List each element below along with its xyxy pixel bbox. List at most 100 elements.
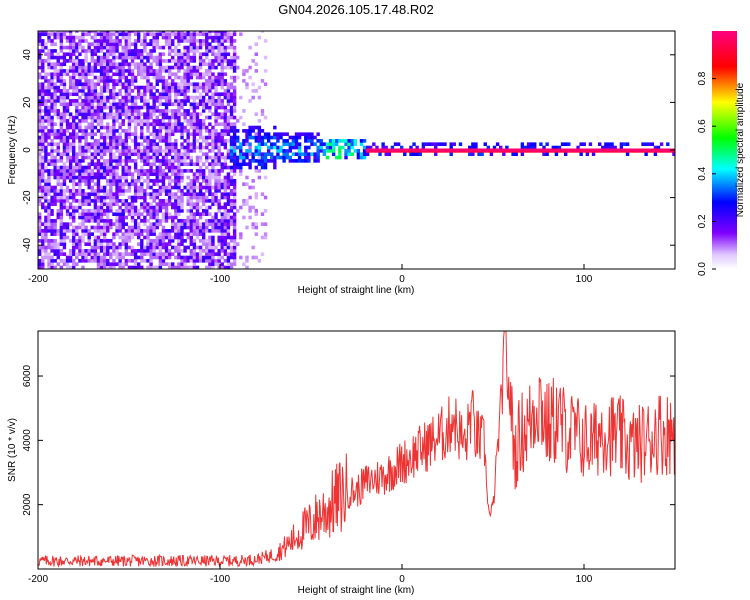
spectrogram-cell	[177, 112, 181, 117]
spectrogram-cell	[93, 175, 98, 180]
spectrogram-cell	[93, 92, 98, 97]
spectrogram-cell	[211, 92, 215, 97]
spectrogram-cell	[195, 139, 200, 143]
spectrogram-cell	[59, 92, 64, 97]
spectrogram-cell	[152, 149, 156, 153]
spectrogram-cell	[137, 185, 141, 190]
spectrogram-cell	[186, 259, 190, 263]
spectrogram-cell	[220, 185, 224, 190]
spectrogram-cell	[41, 99, 45, 103]
spectrogram-cell	[161, 69, 166, 73]
spectrogram-cell	[152, 159, 156, 163]
spectrogram-cell	[167, 82, 172, 87]
spectrogram-cell	[84, 255, 88, 260]
spectrogram-cell	[38, 52, 42, 57]
spectrogram-cell	[38, 105, 42, 110]
spectrogram-cell	[127, 92, 132, 97]
spectrogram-cell	[174, 152, 178, 157]
spectrogram-cell	[133, 55, 138, 60]
spectrogram-cell	[192, 99, 197, 103]
spectrogram-cell	[99, 169, 104, 173]
spectrogram-cell	[115, 185, 119, 190]
spectrogram-cell	[127, 62, 132, 67]
spectrogram-cell	[41, 265, 45, 269]
spectrogram-cell	[59, 242, 64, 246]
spectrogram-cell	[127, 65, 132, 70]
spectrogram-cell	[118, 185, 122, 190]
spectrogram-cell	[214, 215, 218, 220]
spectrogram-cell	[313, 159, 317, 163]
spectrogram-cell	[155, 212, 159, 216]
spectrogram-cell	[211, 162, 215, 167]
spectrogram-cell	[177, 32, 181, 37]
spectrogram-cell	[217, 252, 221, 256]
spectrogram-cell	[53, 225, 57, 230]
spectrogram-cell	[217, 172, 221, 176]
spectrogram-cell	[121, 219, 125, 223]
spectrogram-cell	[174, 172, 178, 176]
spectrogram-cell	[96, 122, 101, 127]
spectrogram-cell	[294, 139, 299, 143]
spectrogram-cell	[81, 239, 85, 243]
spectrogram-cell	[152, 255, 156, 260]
spectrogram-cell	[143, 99, 147, 103]
spectrogram-cell	[106, 229, 110, 233]
spectrogram-cell	[195, 82, 200, 87]
spectrogram-cell	[174, 215, 178, 220]
spectrogram-cell	[84, 259, 88, 263]
spectrogram-cell	[195, 115, 200, 120]
spectrogram-cell	[189, 102, 193, 107]
spectrogram-cell	[152, 182, 156, 186]
spectrogram-cell	[140, 252, 144, 256]
spectrogram-cell	[81, 255, 85, 260]
spectrogram-cell	[93, 195, 98, 200]
spectrogram-cell	[251, 125, 255, 130]
spectrogram-cell	[44, 112, 48, 117]
spectrogram-cell	[56, 55, 60, 60]
spectrogram-cell	[214, 252, 218, 256]
spectrogram-cell	[201, 162, 206, 167]
spectrogram-cell	[50, 39, 54, 43]
spectrogram-cell	[180, 242, 184, 246]
spectrogram-cell	[217, 145, 221, 150]
spectrogram-cell	[149, 142, 153, 147]
spectrogram-cell	[109, 199, 113, 203]
spectrogram-cell	[217, 132, 221, 137]
spectrogram-cell	[232, 162, 237, 167]
spectrogram-cell	[87, 202, 91, 206]
spectrogram-cell	[87, 122, 91, 127]
spectrogram-cell	[109, 185, 113, 190]
spectrogram-cell	[143, 119, 147, 123]
spectrogram-cell	[201, 39, 206, 43]
spectrogram-cell	[50, 232, 54, 236]
spectrogram-cell	[325, 149, 330, 153]
spectrogram-cell	[50, 145, 54, 150]
spectrogram-cell	[78, 139, 82, 143]
spectrogram-cell	[149, 69, 153, 73]
y-tick-label: 4000	[22, 429, 33, 452]
spectrogram-cell	[102, 102, 107, 107]
spectrogram-cell	[220, 179, 224, 183]
spectrogram-cell	[211, 242, 215, 246]
spectrogram-cell	[338, 145, 342, 150]
spectrogram-cell	[195, 39, 200, 43]
spectrogram-cell	[96, 92, 101, 97]
spectrogram-cell	[72, 99, 76, 103]
spectrogram-cell	[65, 105, 70, 110]
spectrogram-cell	[263, 159, 268, 163]
spectrogram-cell	[192, 59, 197, 63]
spectrogram-cell	[201, 89, 206, 93]
spectrogram-cell	[539, 142, 543, 147]
spectrogram-cell	[72, 252, 76, 256]
spectrogram-cell	[171, 82, 175, 87]
spectrogram-cell	[133, 262, 138, 266]
spectrogram-cell	[217, 102, 221, 107]
spectrogram-cell	[47, 49, 51, 53]
spectrogram-cell	[102, 199, 107, 203]
spectrogram-cell	[192, 39, 197, 43]
spectrogram-cell	[220, 239, 224, 243]
spectrogram-cell	[171, 202, 175, 206]
spectrogram-cell	[87, 169, 91, 173]
spectrogram-cell	[56, 169, 60, 173]
spectrogram-cell	[155, 195, 159, 200]
